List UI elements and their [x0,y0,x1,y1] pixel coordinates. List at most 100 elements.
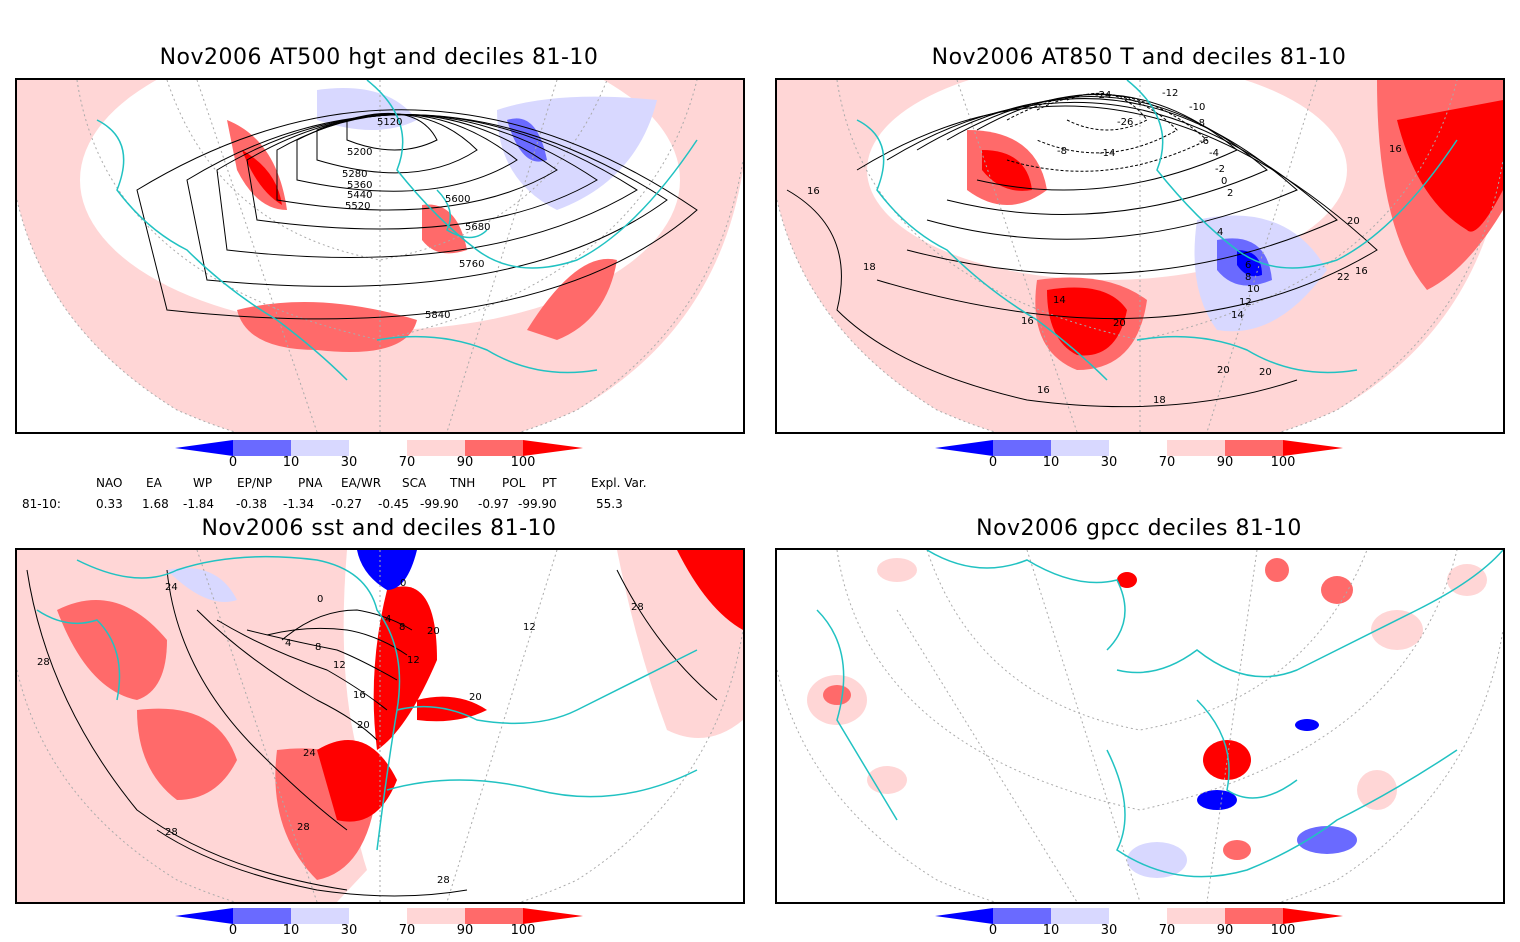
contour-label: 20 [1113,318,1126,329]
negative-anomaly-1 [497,96,657,210]
contour-label: 16 [1021,316,1034,327]
positive-anomaly-4 [982,150,1032,191]
coastlines [856,80,1458,381]
contour-label: 14 [1231,310,1244,321]
colorbar-swatch [993,440,1051,456]
colorbar-swatch [1051,440,1109,456]
positive-anomaly-2 [137,708,237,800]
positive-anomaly-6 [417,696,487,722]
contour-label: 5360 [347,180,372,191]
colorbar-arrow-high [1283,908,1343,924]
contour-label: -10 [1189,102,1205,113]
contour-label: -12 [1162,88,1178,99]
colorbar-swatch [291,908,349,924]
contour-label: 4 [1217,227,1223,238]
contour-label: 5520 [345,201,370,212]
map-hgt500: 5120 5200 5280 5360 5440 5520 5600 5680 … [15,78,745,434]
colorbar-swatch [465,440,523,456]
positive-anomaly-2 [1047,287,1127,356]
index-value: -1.34 [283,497,315,511]
colorbar-arrow-low [935,908,993,924]
index-header: POL [502,476,526,490]
index-value: -99.90 [518,497,557,511]
colorbar-tick: 90 [1216,455,1234,470]
contour-label: 0 [400,578,406,589]
contour-label: 5200 [347,147,372,158]
colorbar-tick: 90 [1216,923,1234,938]
colorbar-tick: 70 [1158,455,1176,470]
contour-label: 24 [165,582,178,593]
contour-label: 18 [863,262,876,273]
contour-label: 20 [357,720,370,731]
positive-anomaly-5 [422,204,467,254]
colorbar-swatch [233,440,291,456]
colorbar-tick: 10 [282,923,300,938]
colorbar-tick: 0 [228,923,238,938]
colorbar-tick: 100 [510,455,536,470]
panel-title-sst: Nov2006 sst and deciles 81-10 [201,516,557,541]
index-value-row: 81-10: 0.33 1.68 -1.84 -0.38 -1.34 -0.27… [0,497,740,513]
colorbar-swatch [1109,908,1167,924]
index-value: -0.97 [478,497,510,511]
map-sst: 24 28 28 28 28 0 0 4 4 8 8 12 12 16 20 2… [15,548,745,904]
negative-anomaly-1 [167,568,237,602]
index-header: PNA [298,476,323,490]
contour-label: -8 [1195,118,1205,129]
colorbar-tick: 100 [1270,455,1296,470]
contour-label: 20 [469,692,482,703]
contour-label: 20 [1259,367,1272,378]
contour-label: -24 [1095,90,1111,101]
positive-anomaly-1 [237,302,417,352]
contour-label: 16 [1037,385,1050,396]
index-value: -0.45 [378,497,410,511]
panel-title-hgt500: Nov2006 AT500 hgt and deciles 81-10 [159,45,599,70]
colorbar-swatch [993,908,1051,924]
contour-label: 28 [165,827,178,838]
colorbar-swatch [407,440,465,456]
contour-label: 8 [315,642,321,653]
colorbar-swatch [349,908,407,924]
contour-label: 5120 [377,117,402,128]
contour-label: -2 [1215,164,1225,175]
contour-label: 22 [1337,272,1350,283]
colorbar-tick: 100 [510,923,536,938]
contour-label: 8 [1245,272,1251,283]
grid-lines [17,80,743,432]
colorbar-tick: 10 [1042,455,1060,470]
contour-label: 16 [353,690,366,701]
index-header: Expl. Var. [591,476,647,490]
index-header: TNH [450,476,476,490]
contour-labels: 24 28 28 28 28 0 0 4 4 8 8 12 12 16 20 2… [37,578,644,886]
colorbar-tick: 90 [456,455,474,470]
colorbar-arrow-high [1283,440,1343,456]
coastlines [816,550,1503,878]
panel-title-gpcc: Nov2006 gpcc deciles 81-10 [976,516,1302,541]
contour-label: 5680 [465,222,490,233]
index-value: 1.68 [142,497,169,511]
contour-label: 10 [1247,284,1260,295]
height-contours [136,109,698,320]
index-header: EP/NP [237,476,273,490]
positive-anomaly-4 [317,740,397,822]
colorbar-tick: 100 [1270,923,1296,938]
contour-label: 5760 [459,259,484,270]
contour-label: 20 [427,626,440,637]
contour-label: 5440 [347,190,372,201]
contour-label: 20 [1347,216,1360,227]
contour-label: 5280 [342,169,367,180]
colorbar-tick: 30 [340,455,358,470]
colorbar-tick: 70 [1158,923,1176,938]
colorbar-tick: 30 [1100,923,1118,938]
positive-anomaly-6 [1397,100,1503,232]
colorbar-arrow-low [175,440,233,456]
contour-label: 16 [1355,266,1368,277]
index-header-row: NAO EA WP EP/NP PNA EA/WR SCA TNH POL PT… [0,476,740,492]
panel-title-t850: Nov2006 AT850 T and deciles 81-10 [931,45,1347,70]
colorbar-swatch [1051,908,1109,924]
colorbar-swatch [291,440,349,456]
contour-label: 28 [631,602,644,613]
colorbar-swatch [233,908,291,924]
colorbar-swatch [407,908,465,924]
colorbar-tick: 70 [398,455,416,470]
colorbar-tick: 30 [1100,455,1118,470]
